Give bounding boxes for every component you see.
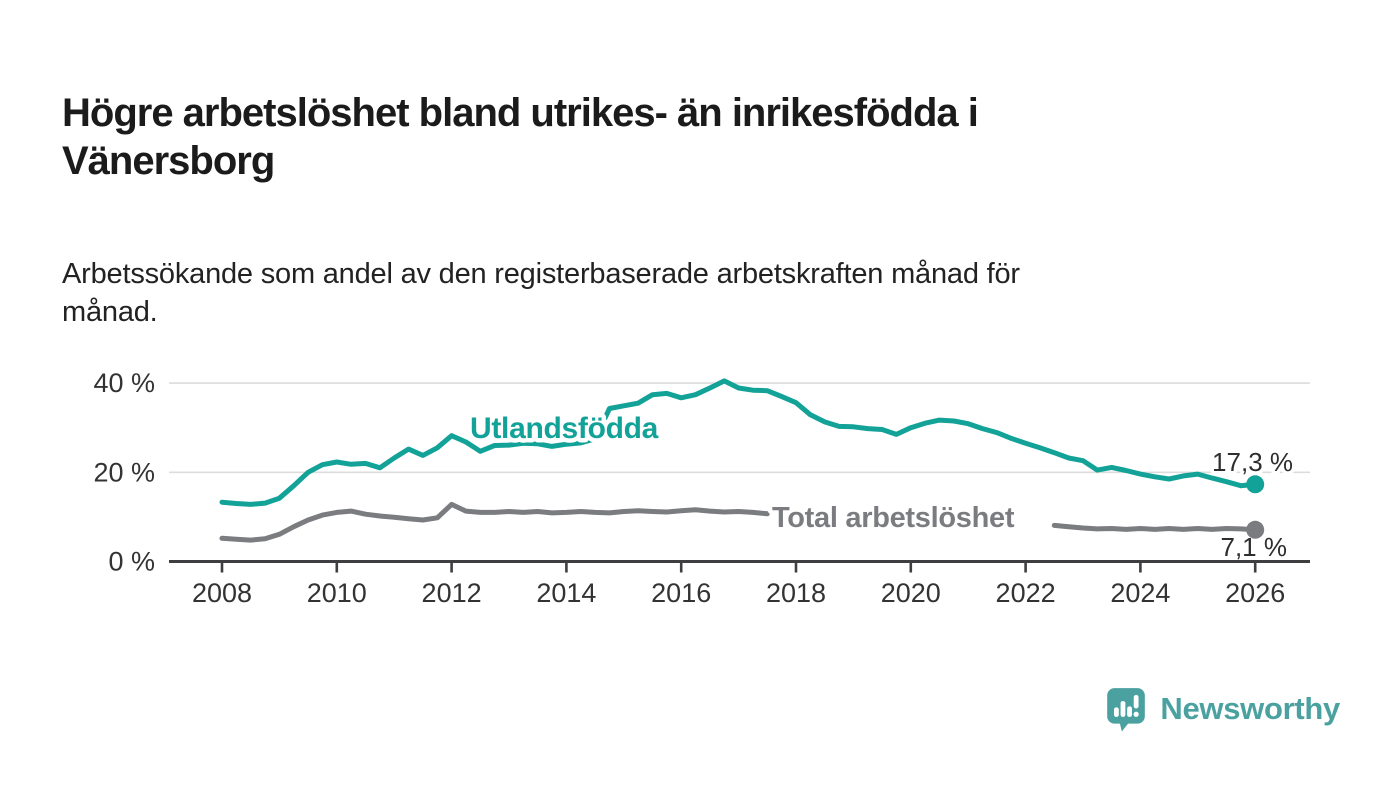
newsworthy-logo-text: Newsworthy xyxy=(1160,691,1340,726)
bar-1 xyxy=(1114,707,1120,717)
x-tick-label-2020: 2020 xyxy=(881,578,941,608)
page-title-line2: Vänersborg xyxy=(62,138,275,183)
x-tick-label-2012: 2012 xyxy=(422,578,482,608)
value-label-utlandsfodda: 17,3 % xyxy=(1212,447,1293,477)
x-tick-label-2014: 2014 xyxy=(536,578,596,608)
series-line-total-arbetsloshet-2 xyxy=(1051,522,1258,533)
end-dot-total-arbetsloshet xyxy=(1246,520,1265,539)
end-dot-utlandsfodda xyxy=(1246,475,1265,494)
x-tick-label-2018: 2018 xyxy=(766,578,826,608)
x-tick-label-2022: 2022 xyxy=(996,578,1056,608)
x-tick-label-2008: 2008 xyxy=(192,578,252,608)
page-subtitle-line1: Arbetssökande som andel av den registerb… xyxy=(62,258,1020,290)
series-line-utlandsfodda xyxy=(219,378,1258,507)
y-tick-label-40: 40 % xyxy=(93,368,155,398)
bar-3 xyxy=(1127,706,1133,717)
series-label-utlandsfodda: Utlandsfödda xyxy=(470,412,659,445)
x-tick-label-2026: 2026 xyxy=(1225,578,1285,608)
page-title-line1: Högre arbetslöshet bland utrikes- än inr… xyxy=(62,90,979,135)
exclamation-dot xyxy=(1133,711,1140,717)
x-tick-label-2024: 2024 xyxy=(1110,578,1170,608)
x-tick-label-2010: 2010 xyxy=(307,578,367,608)
series-label-total-arbetsloshet: Total arbetslöshet xyxy=(772,502,1015,534)
page-subtitle-line2: månad. xyxy=(62,296,158,328)
series-line-total-arbetsloshet xyxy=(219,501,770,543)
page-subtitle: Arbetssökande som andel av den registerb… xyxy=(62,255,1020,331)
y-tick-label-0: 0 % xyxy=(108,547,155,577)
page-title: Högre arbetslöshet bland utrikes- än inr… xyxy=(62,89,979,185)
speech-bubble-bar-chart-icon xyxy=(1107,688,1146,732)
exclamation-stroke xyxy=(1134,694,1139,709)
bar-2 xyxy=(1120,701,1126,717)
x-tick-label-2016: 2016 xyxy=(651,578,711,608)
newsworthy-logo: Newsworthy xyxy=(1105,686,1340,732)
speech-bubble-shape xyxy=(1107,688,1146,732)
y-tick-label-20: 20 % xyxy=(93,457,155,487)
